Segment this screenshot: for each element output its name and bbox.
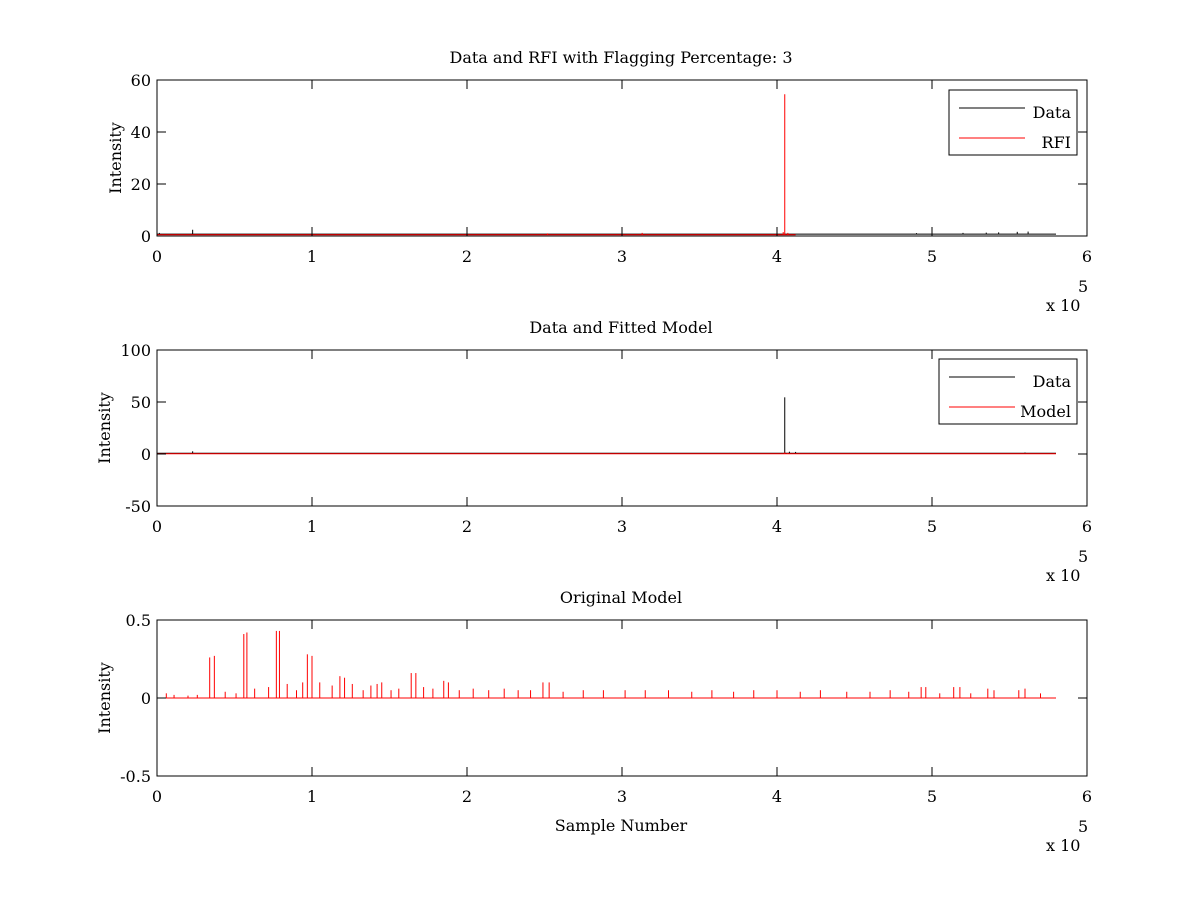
y-tick-label: -50 xyxy=(125,497,151,516)
legend-box xyxy=(938,358,1078,425)
legend-label: Data xyxy=(1033,103,1072,122)
subplot-title: Data and RFI with Flagging Percentage: 3 xyxy=(449,48,792,67)
x-tick-label: 5 xyxy=(927,787,937,806)
y-tick-label: 40 xyxy=(131,123,151,142)
legend-box xyxy=(948,89,1078,156)
legend-label: Data xyxy=(1033,372,1072,391)
x-tick-label: 6 xyxy=(1082,517,1092,536)
y-tick-label: 60 xyxy=(131,71,151,90)
subplot-data-model: Data and Fitted Model Intensity 0 1 2 3 4 5 6 -… xyxy=(95,318,1092,585)
x-multiplier-label: x 10 xyxy=(1046,296,1080,315)
x-tick-label: 6 xyxy=(1082,787,1092,806)
x-tick-label: 2 xyxy=(462,787,472,806)
x-multiplier-exponent: 5 xyxy=(1078,817,1088,836)
legend-label: RFI xyxy=(1042,133,1071,152)
x-tick-label: 0 xyxy=(152,247,162,266)
x-tick-label: 2 xyxy=(462,247,472,266)
y-axis-label: Intensity xyxy=(95,662,114,734)
x-tick-label: 1 xyxy=(307,517,317,536)
y-tick-label: 0 xyxy=(141,227,151,246)
y-tick-label: 0 xyxy=(141,689,151,708)
subplot-original-model: Original Model Intensity Sample Number 0… xyxy=(95,588,1092,855)
x-tick-label: 4 xyxy=(772,517,782,536)
x-tick-label: 6 xyxy=(1082,247,1092,266)
y-axis-label: Intensity xyxy=(106,122,125,194)
x-tick-label: 5 xyxy=(927,247,937,266)
subplot-title: Data and Fitted Model xyxy=(529,318,712,337)
x-multiplier-exponent: 5 xyxy=(1078,547,1088,566)
series-group xyxy=(157,397,1056,455)
subplot-title: Original Model xyxy=(560,588,682,607)
x-axis-label: Sample Number xyxy=(555,816,688,835)
x-multiplier-exponent: 5 xyxy=(1078,277,1088,296)
x-tick-label: 0 xyxy=(152,517,162,536)
x-tick-label: 3 xyxy=(617,787,627,806)
y-tick-label: 20 xyxy=(131,175,151,194)
y-axis-label: Intensity xyxy=(95,392,114,464)
legend: Data Model xyxy=(938,358,1078,425)
x-tick-label: 4 xyxy=(772,787,782,806)
legend-label: Model xyxy=(1020,402,1071,421)
x-tick-label: 1 xyxy=(307,787,317,806)
axes-frame xyxy=(156,349,1088,507)
x-tick-label: 0 xyxy=(152,787,162,806)
y-tick-label: 100 xyxy=(120,341,151,360)
y-tick-label: -0.5 xyxy=(120,767,151,786)
x-tick-label: 4 xyxy=(772,247,782,266)
x-multiplier-label: x 10 xyxy=(1046,566,1080,585)
subplot-data-rfi: Data and RFI with Flagging Percentage: 3… xyxy=(106,48,1092,315)
axes-frame xyxy=(156,619,1088,777)
x-tick-label: 3 xyxy=(617,247,627,266)
x-tick-label: 3 xyxy=(617,517,627,536)
y-tick-label: 50 xyxy=(131,393,151,412)
series-group xyxy=(157,94,1056,236)
y-tick-label: 0 xyxy=(141,445,151,464)
y-tick-label: 0.5 xyxy=(126,611,151,630)
legend: Data RFI xyxy=(948,89,1078,156)
x-tick-label: 1 xyxy=(307,247,317,266)
series-group xyxy=(157,630,1056,699)
axes-frame xyxy=(156,79,1088,237)
x-multiplier-label: x 10 xyxy=(1046,836,1080,855)
x-tick-label: 2 xyxy=(462,517,472,536)
x-tick-label: 5 xyxy=(927,517,937,536)
